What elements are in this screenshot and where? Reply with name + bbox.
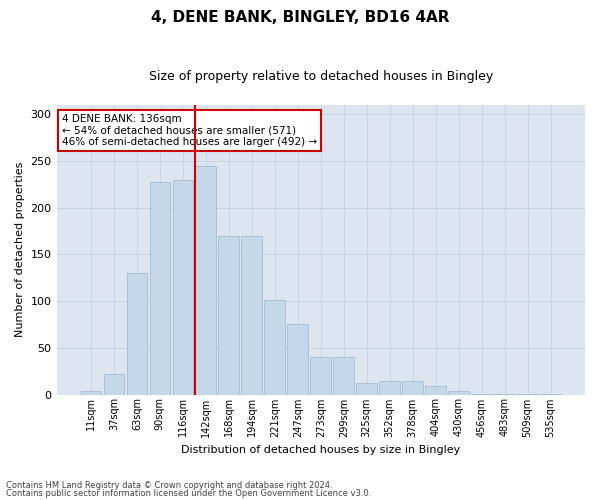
Bar	[104, 374, 124, 394]
Bar	[149, 182, 170, 394]
Bar	[196, 166, 216, 394]
Title: Size of property relative to detached houses in Bingley: Size of property relative to detached ho…	[149, 70, 493, 83]
Bar	[448, 391, 469, 394]
Bar	[218, 236, 239, 394]
Bar	[403, 380, 423, 394]
Text: Contains public sector information licensed under the Open Government Licence v3: Contains public sector information licen…	[6, 488, 371, 498]
X-axis label: Distribution of detached houses by size in Bingley: Distribution of detached houses by size …	[181, 445, 460, 455]
Bar	[241, 236, 262, 394]
Text: 4 DENE BANK: 136sqm
← 54% of detached houses are smaller (571)
46% of semi-detac: 4 DENE BANK: 136sqm ← 54% of detached ho…	[62, 114, 317, 147]
Bar	[334, 357, 354, 395]
Bar	[379, 380, 400, 394]
Y-axis label: Number of detached properties: Number of detached properties	[15, 162, 25, 338]
Text: Contains HM Land Registry data © Crown copyright and database right 2024.: Contains HM Land Registry data © Crown c…	[6, 481, 332, 490]
Text: 4, DENE BANK, BINGLEY, BD16 4AR: 4, DENE BANK, BINGLEY, BD16 4AR	[151, 10, 449, 25]
Bar	[127, 273, 147, 394]
Bar	[425, 386, 446, 394]
Bar	[356, 384, 377, 394]
Bar	[265, 300, 285, 394]
Bar	[287, 324, 308, 394]
Bar	[173, 180, 193, 394]
Bar	[310, 357, 331, 395]
Bar	[80, 391, 101, 394]
